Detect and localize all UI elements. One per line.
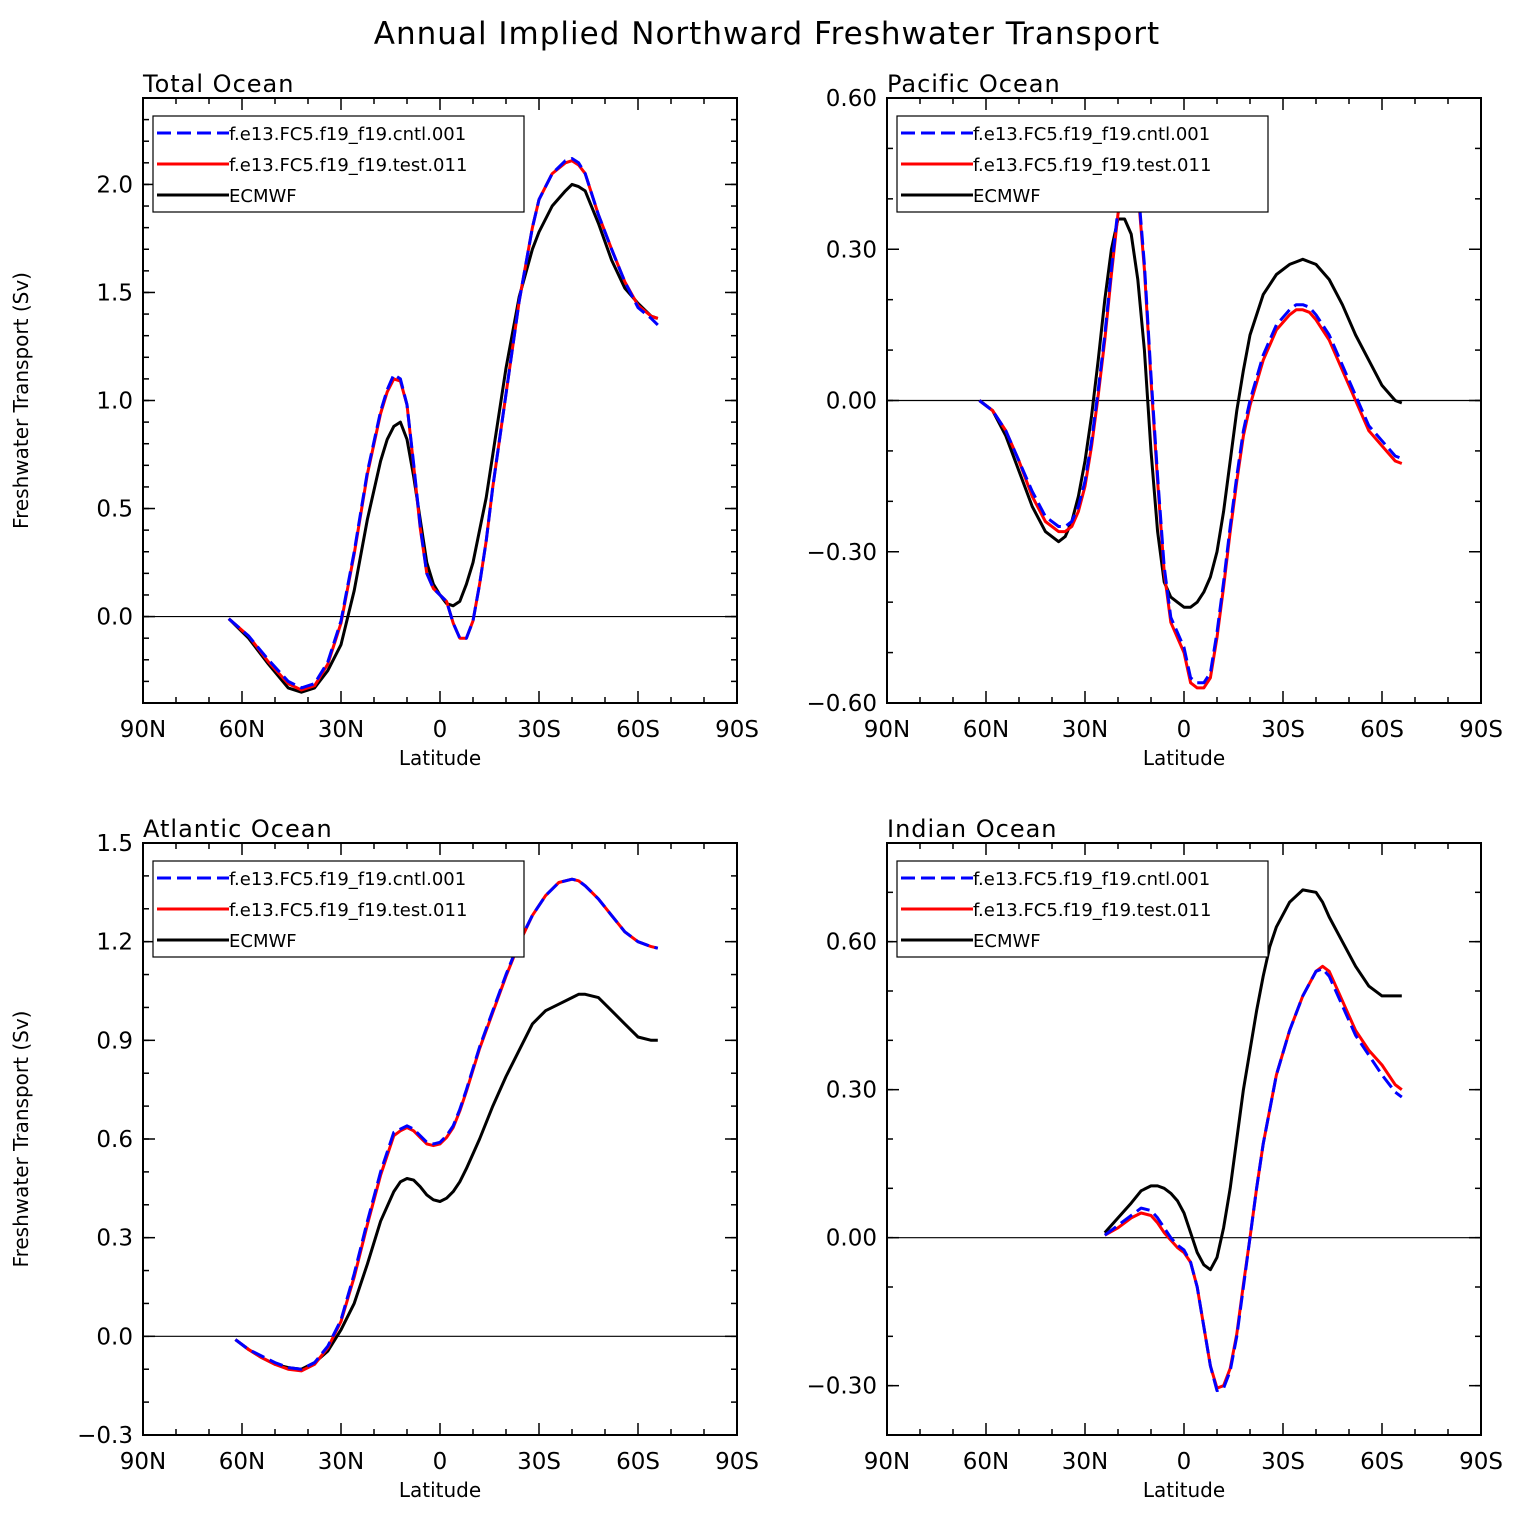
x-tick-label: 90S [1459,717,1503,743]
x-axis-label: Latitude [1143,1478,1225,1502]
legend: f.e13.FC5.f19_f19.cntl.001 f.e13.FC5.f19_… [152,860,525,958]
legend-label: f.e13.FC5.f19_f19.cntl.001 [973,124,1210,145]
x-tick-label: 60S [616,717,660,743]
y-tick-label: 1.5 [96,831,133,857]
legend: f.e13.FC5.f19_f19.cntl.001 f.e13.FC5.f19_… [896,115,1269,213]
x-tick-label: 90N [864,717,910,743]
x-tick-label: 30S [1261,717,1305,743]
legend-label: f.e13.FC5.f19_f19.cntl.001 [973,869,1210,890]
x-tick-label: 30N [318,717,364,743]
x-tick-label: 0 [433,717,448,743]
legend-label: f.e13.FC5.f19_f19.test.011 [973,900,1211,921]
legend: f.e13.FC5.f19_f19.cntl.001 f.e13.FC5.f19_… [152,115,525,213]
legend-label: ECMWF [973,186,1041,207]
series-line-cntl [234,877,659,1371]
y-tick-label: 0.60 [826,86,877,112]
series-line-test [227,159,659,692]
series-line-test [978,167,1403,690]
x-tick-label: 30S [1261,1449,1305,1475]
series-line-ecmwf [234,992,658,1371]
x-tick-label: 30S [517,1449,561,1475]
x-tick-label: 90N [864,1449,910,1475]
figure-title: Annual Implied Northward Freshwater Tran… [374,16,1160,52]
x-axis-label: Latitude [1143,746,1225,770]
legend-label: f.e13.FC5.f19_f19.test.011 [229,155,467,176]
panel-total-ocean: Total Ocean 90N 60N 30N 0 30S 60S 90S 0.0 0.5 1.0 1… [9,70,759,770]
x-tick-label: 30N [1062,1449,1108,1475]
legend-label: ECMWF [973,931,1041,952]
y-tick-label: 1.2 [96,930,133,956]
legend-label: f.e13.FC5.f19_f19.cntl.001 [229,124,466,145]
y-tick-label: 1.5 [96,280,133,306]
y-tick-label: 2.0 [96,172,133,198]
legend-label: f.e13.FC5.f19_f19.cntl.001 [229,869,466,890]
x-tick-label: 0 [1177,1449,1192,1475]
x-tick-label: 60N [963,1449,1009,1475]
series-line-cntl [978,162,1403,685]
panel-indian-ocean: Indian Ocean 90N 60N 30N 0 30S 60S 90S −0.30 0.00… [807,815,1503,1502]
x-tick-label: 60S [616,1449,660,1475]
y-tick-label: −0.30 [807,540,877,566]
panel-atlantic-ocean: Atlantic Ocean 90N 60N 30N 0 30S 60S 90S −0.3 0.0… [9,815,759,1502]
y-tick-label: 0.30 [826,1078,877,1104]
panel-title: Atlantic Ocean [143,815,333,843]
series-line-test [1104,964,1403,1390]
legend: f.e13.FC5.f19_f19.cntl.001 f.e13.FC5.f19_… [896,860,1269,958]
x-tick-label: 90S [715,1449,759,1475]
x-tick-label: 60N [219,717,265,743]
y-tick-label: 0.60 [826,930,877,956]
legend-label: ECMWF [229,931,297,952]
y-tick-label: 0.6 [96,1127,133,1153]
y-tick-label: 1.0 [96,389,133,415]
x-tick-label: 0 [1177,717,1192,743]
x-tick-label: 0 [433,1449,448,1475]
x-tick-label: 60S [1360,1449,1404,1475]
y-tick-label: 0.0 [96,605,133,631]
x-tick-label: 90S [1459,1449,1503,1475]
x-tick-label: 30S [517,717,561,743]
legend-label: f.e13.FC5.f19_f19.test.011 [229,900,467,921]
x-tick-label: 60N [963,717,1009,743]
y-tick-label: 0.30 [826,237,877,263]
y-tick-label: 0.3 [96,1226,133,1252]
x-tick-label: 90N [120,717,166,743]
series-line-ecmwf [978,217,1403,609]
chart-panels: Total Ocean 90N 60N 30N 0 30S 60S 90S 0.0 0.5 1.0 1… [9,70,1503,1502]
x-tick-label: 90S [715,717,759,743]
y-axis-label: Freshwater Transport (Sv) [9,272,33,529]
panel-title: Total Ocean [142,70,294,98]
x-tick-label: 60S [1360,717,1404,743]
y-tick-label: 0.00 [826,1226,877,1252]
x-tick-label: 60N [219,1449,265,1475]
y-tick-label: −0.3 [77,1423,133,1449]
legend-label: ECMWF [229,186,297,207]
y-tick-label: 0.00 [826,389,877,415]
y-tick-label: 0.9 [96,1028,133,1054]
x-tick-label: 30N [318,1449,364,1475]
legend-label: f.e13.FC5.f19_f19.test.011 [973,155,1211,176]
panel-pacific-ocean: Pacific Ocean 90N 60N 30N 0 30S 60S 90S −0.60 −0.… [807,70,1503,770]
y-axis-label: Freshwater Transport (Sv) [9,1011,33,1268]
y-tick-label: −0.30 [807,1374,877,1400]
x-tick-label: 30N [1062,717,1108,743]
series-line-ecmwf [227,182,659,694]
series-line-cntl [227,157,659,690]
panel-title: Indian Ocean [887,815,1058,843]
series-line-cntl [1103,967,1403,1393]
x-axis-label: Latitude [399,1478,481,1502]
x-axis-label: Latitude [399,746,481,770]
panel-title: Pacific Ocean [887,70,1061,98]
y-tick-label: 0.0 [96,1324,133,1350]
y-tick-label: −0.60 [807,691,877,717]
x-tick-label: 90N [120,1449,166,1475]
y-tick-label: 0.5 [96,497,133,523]
series-line-ecmwf [1103,888,1402,1272]
